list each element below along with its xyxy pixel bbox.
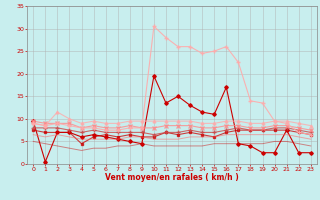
X-axis label: Vent moyen/en rafales ( km/h ): Vent moyen/en rafales ( km/h ) [105,173,239,182]
